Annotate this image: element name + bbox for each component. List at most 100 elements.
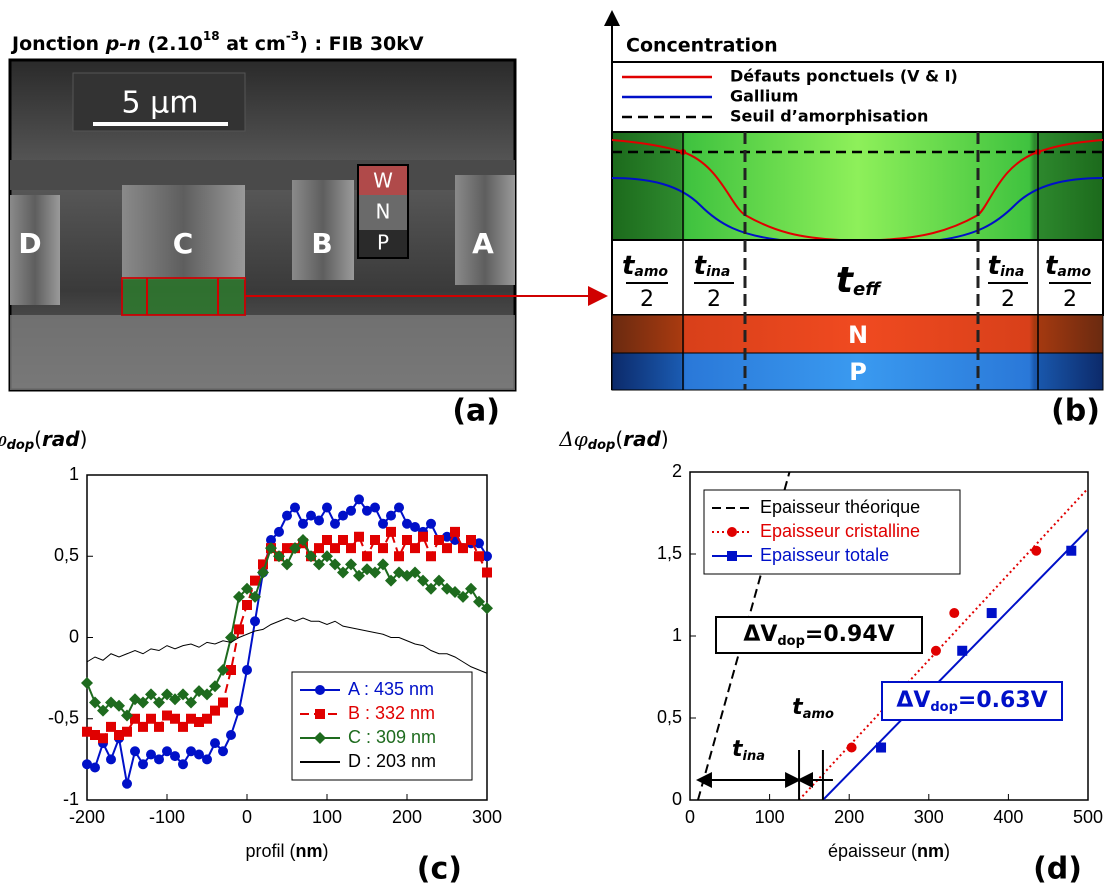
marker: [202, 713, 212, 724]
y-tick-label: 1,5: [657, 543, 682, 563]
pillar-label: B: [311, 227, 332, 260]
marker: [250, 616, 260, 627]
marker: [162, 746, 172, 757]
x-tick-label: 0: [685, 807, 695, 827]
marker: [386, 510, 396, 521]
legend-entry: A : 435 nm: [348, 679, 434, 699]
x-tick-label: 500: [1073, 807, 1103, 827]
marker: [346, 543, 356, 554]
annotation: ΔVdop=0.94V: [743, 622, 894, 649]
marker: [457, 590, 469, 603]
marker: [122, 726, 132, 737]
marker: [402, 518, 412, 529]
marker: [450, 526, 460, 537]
marker: [353, 569, 365, 582]
sem-image: [8, 58, 608, 392]
zone-label: tina: [694, 251, 731, 281]
marker: [274, 526, 284, 537]
axis-label: Δφdop(rad): [558, 427, 668, 453]
marker: [121, 709, 133, 722]
x-tick-label: -200: [69, 807, 105, 827]
marker: [289, 542, 301, 555]
marker: [481, 602, 493, 615]
marker: [458, 543, 468, 554]
marker: [329, 558, 341, 571]
zone-label: tina: [988, 251, 1025, 281]
marker: [321, 550, 333, 563]
marker: [362, 551, 372, 562]
marker: [369, 566, 381, 579]
series-line: [86, 617, 488, 674]
marker: [442, 531, 452, 542]
panel-label: (a): [452, 394, 500, 429]
marker: [370, 535, 380, 545]
marker: [130, 746, 140, 757]
marker: [949, 608, 960, 619]
marker: [409, 566, 421, 579]
marker: [314, 515, 324, 526]
axis-label: épaisseur (nm): [828, 841, 950, 861]
layer-label: N: [376, 200, 391, 224]
y-tick-label: 0,5: [657, 707, 682, 727]
panel-label: (b): [1051, 394, 1100, 429]
legend-entry: Défauts ponctuels (V & I): [730, 67, 958, 86]
legend-entry: Epaisseur totale: [760, 545, 889, 565]
marker: [161, 688, 173, 701]
marker: [138, 759, 148, 770]
legend-marker: [315, 709, 325, 719]
marker: [162, 710, 172, 721]
zone-label: teff: [836, 260, 882, 301]
marker: [957, 645, 968, 656]
x-tick-label: 100: [755, 807, 785, 827]
marker: [106, 754, 116, 765]
marker: [209, 680, 221, 693]
marker: [417, 574, 429, 587]
marker: [266, 535, 276, 545]
annotation: ΔVdop=0.63V: [896, 688, 1047, 715]
marker: [89, 696, 101, 709]
marker: [410, 543, 420, 554]
marker: [281, 558, 293, 571]
marker: [177, 688, 189, 701]
marker: [354, 494, 364, 505]
marker: [385, 574, 397, 587]
y-tick-label: 2: [672, 461, 682, 481]
marker: [138, 721, 148, 732]
legend-entry: C : 309 nm: [348, 727, 436, 747]
marker: [234, 705, 244, 716]
marker: [394, 551, 404, 562]
marker: [218, 746, 228, 757]
marker: [378, 518, 388, 529]
marker: [394, 502, 404, 513]
marker: [297, 534, 309, 546]
marker: [273, 550, 285, 563]
layer-label: N: [848, 321, 868, 349]
x-tick-label: 0: [242, 807, 252, 827]
marker: [97, 704, 109, 717]
marker: [234, 624, 244, 635]
marker: [146, 749, 156, 760]
marker: [258, 559, 268, 570]
marker: [338, 510, 348, 521]
marker: [113, 699, 125, 712]
annotation: tamo: [792, 695, 834, 722]
layer-label: P: [849, 358, 867, 386]
legend-entry: Epaisseur théorique: [760, 497, 920, 517]
y-tick-label: -0,5: [48, 708, 79, 728]
annotation-box: [715, 616, 923, 654]
marker: [313, 558, 325, 571]
marker: [145, 688, 157, 701]
marker: [250, 575, 260, 586]
marker: [442, 543, 452, 554]
marker: [153, 696, 165, 709]
marker: [876, 742, 887, 753]
y-tick-label: 0,5: [54, 545, 79, 565]
axis-label: profil (nm): [245, 841, 328, 861]
marker: [338, 535, 348, 545]
marker: [474, 538, 484, 549]
marker: [217, 664, 229, 676]
marker: [226, 665, 236, 675]
marker: [170, 751, 180, 762]
marker: [154, 721, 164, 732]
x-tick-label: 300: [914, 807, 944, 827]
